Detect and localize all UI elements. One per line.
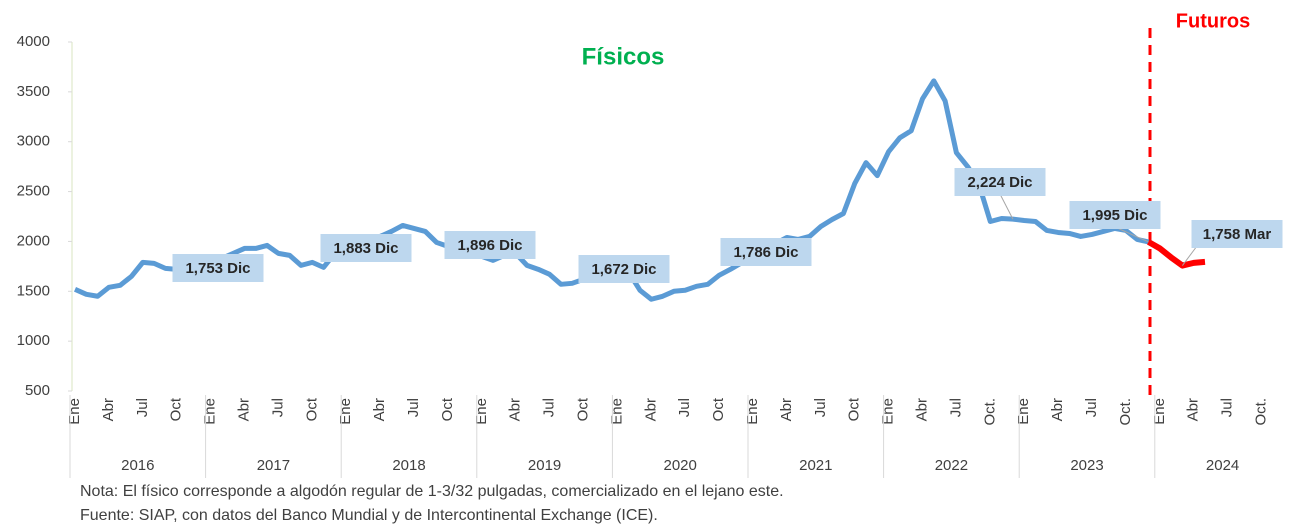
x-tick-label: Ene xyxy=(337,398,354,425)
x-tick-label: Jul xyxy=(541,398,558,417)
note: Nota: El físico corresponde a algodón re… xyxy=(80,483,784,500)
data-label: 1,758 Mar xyxy=(1203,226,1272,243)
data-label-box xyxy=(1191,220,1283,248)
data-label: 1,753 Dic xyxy=(185,260,250,277)
leader-line xyxy=(999,193,1014,220)
data-label: 1,672 Dic xyxy=(591,261,656,278)
y-tick-label: 500 xyxy=(25,382,50,399)
year-label: 2019 xyxy=(528,457,561,474)
x-tick-label: Ene xyxy=(66,398,83,425)
x-tick-label: Abr xyxy=(371,398,388,421)
x-tick-label: Ene xyxy=(880,398,897,425)
x-tick-label: Ene xyxy=(473,398,490,425)
x-tick-label: Oct xyxy=(710,397,727,421)
x-tick-label: Abr xyxy=(100,398,117,421)
year-label: 2018 xyxy=(392,457,425,474)
x-tick-label: Abr xyxy=(235,398,252,421)
x-tick-label: Jul xyxy=(1219,398,1236,417)
y-tick-label: 3500 xyxy=(17,83,50,100)
data-label: 1,883 Dic xyxy=(333,240,398,257)
x-tick-label: Jul xyxy=(947,398,964,417)
futures-title: Futuros xyxy=(1176,10,1250,32)
y-tick-label: 4000 xyxy=(17,33,50,50)
year-label: 2021 xyxy=(799,457,832,474)
year-label: 2017 xyxy=(257,457,290,474)
data-label: 1,786 Dic xyxy=(733,244,798,261)
year-label: 2020 xyxy=(664,457,697,474)
year-label: 2016 xyxy=(121,457,154,474)
x-tick-label: Abr xyxy=(642,398,659,421)
data-label-box xyxy=(954,168,1046,196)
x-tick-label: Jul xyxy=(405,398,422,417)
x-tick-label: Ene xyxy=(608,398,625,425)
year-label: 2024 xyxy=(1206,457,1239,474)
y-tick-label: 2500 xyxy=(17,183,50,200)
x-tick-label: Jul xyxy=(1083,398,1100,417)
x-tick-label: Jul xyxy=(134,398,151,417)
chart-title: Físicos xyxy=(582,43,665,70)
x-tick-label: Jul xyxy=(812,398,829,417)
x-tick-label: Oct xyxy=(846,397,863,421)
x-tick-label: Ene xyxy=(744,398,761,425)
x-tick-label: Oct. xyxy=(1117,398,1134,426)
y-tick-label: 3000 xyxy=(17,133,50,150)
x-tick-label: Abr xyxy=(1049,398,1066,421)
data-label-box xyxy=(320,234,412,262)
x-tick-label: Jul xyxy=(676,398,693,417)
x-tick-label: Oct xyxy=(303,397,320,421)
x-tick-label: Oct. xyxy=(1252,398,1269,426)
y-tick-label: 1500 xyxy=(17,282,50,299)
data-label: 2,224 Dic xyxy=(967,174,1032,191)
y-tick-label: 2000 xyxy=(17,232,50,249)
data-label-box xyxy=(578,255,670,283)
x-tick-label: Oct xyxy=(574,397,591,421)
y-tick-label: 1000 xyxy=(17,332,50,349)
source: Fuente: SIAP, con datos del Banco Mundia… xyxy=(80,507,658,524)
x-tick-label: Ene xyxy=(1151,398,1168,425)
x-tick-label: Ene xyxy=(1015,398,1032,425)
x-tick-label: Oct xyxy=(439,397,456,421)
data-label-box xyxy=(1069,201,1161,229)
data-label-box xyxy=(444,231,536,259)
year-label: 2022 xyxy=(935,457,968,474)
x-tick-label: Oct xyxy=(168,397,185,421)
x-tick-label: Abr xyxy=(913,398,930,421)
data-label-box xyxy=(720,238,812,266)
x-tick-label: Ene xyxy=(202,398,219,425)
leader-line xyxy=(1181,245,1198,266)
year-label: 2023 xyxy=(1070,457,1103,474)
x-tick-label: Jul xyxy=(269,398,286,417)
x-tick-label: Oct. xyxy=(981,398,998,426)
data-label: 1,995 Dic xyxy=(1082,207,1147,224)
x-tick-label: Abr xyxy=(507,398,524,421)
x-tick-label: Abr xyxy=(778,398,795,421)
data-label: 1,896 Dic xyxy=(457,237,522,254)
x-tick-label: Abr xyxy=(1185,398,1202,421)
leader-line xyxy=(1114,226,1149,243)
series-line xyxy=(1147,239,1206,269)
data-label-box xyxy=(172,254,264,282)
